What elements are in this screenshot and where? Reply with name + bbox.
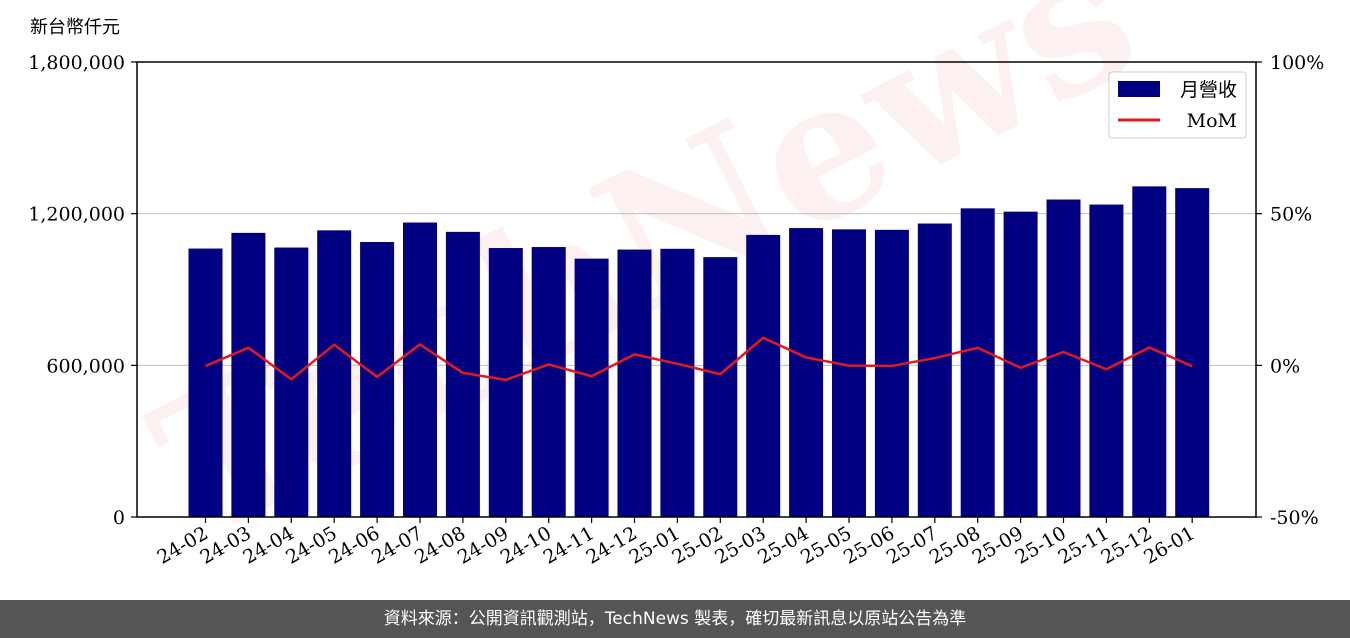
bar-25-01 (660, 248, 695, 517)
bar-25-08 (960, 208, 995, 517)
legend-swatch-bar (1118, 81, 1160, 97)
y-left-tick-label: 600,000 (46, 355, 125, 377)
bar-26-01 (1175, 188, 1210, 517)
bar-24-03 (231, 232, 266, 517)
line-series (205, 336, 1193, 382)
bar-24-12 (617, 249, 652, 518)
bar-25-03 (746, 234, 781, 517)
bar-25-06 (874, 229, 909, 517)
plot-frame (136, 61, 1257, 518)
source-footer: 資料來源：公開資訊觀測站，TechNews 製表，確切最新訊息以原站公告為準 (0, 600, 1350, 638)
bar-25-11 (1089, 204, 1124, 518)
y-axis-unit-label: 新台幣仟元 (30, 17, 120, 38)
legend-label-mom: MoM (1187, 110, 1237, 132)
bar-25-05 (832, 229, 866, 518)
bar-24-10 (531, 247, 566, 518)
x-tick-label: 26-01 (1140, 522, 1198, 568)
chart-area: 新台幣仟元 TechNews 0600,0001,200,0001,800,00… (28, 0, 1324, 581)
bar-24-06 (360, 241, 395, 517)
y-left-tick-label: 0 (113, 507, 125, 529)
bar-25-07 (917, 223, 952, 517)
revenue-chart: 新台幣仟元 TechNews 0600,0001,200,0001,800,00… (28, 0, 1324, 581)
y-left-tick-label: 1,800,000 (28, 52, 125, 74)
y-right-tick-label: 100% (1270, 52, 1324, 74)
bar-series (188, 186, 1210, 518)
bar-25-02 (703, 257, 738, 517)
y-right-tick-label: -50% (1270, 507, 1319, 529)
mom-line (205, 336, 1193, 382)
bar-25-10 (1046, 199, 1081, 517)
legend: 月營收 MoM (1108, 71, 1247, 139)
bar-24-07 (403, 222, 437, 517)
bar-24-11 (574, 258, 609, 517)
y-left-tick-label: 1,200,000 (28, 204, 125, 226)
bar-24-09 (488, 248, 523, 518)
legend-label-revenue: 月營收 (1180, 79, 1237, 101)
bar-25-04 (789, 228, 824, 517)
bar-24-02 (188, 248, 223, 518)
y-right-tick-label: 50% (1270, 204, 1312, 226)
bar-24-05 (317, 230, 352, 517)
bar-24-04 (274, 247, 309, 518)
y-right-tick-label: 0% (1270, 355, 1300, 377)
